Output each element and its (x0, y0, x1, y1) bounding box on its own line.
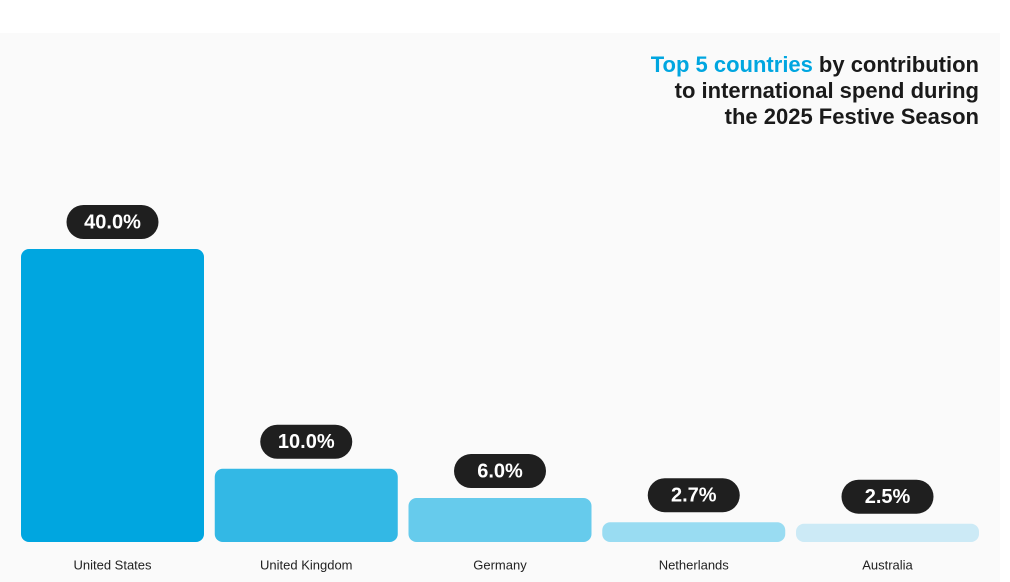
value-label: 40.0% (84, 211, 141, 233)
x-tick-label: Australia (862, 557, 913, 572)
value-label: 2.5% (865, 486, 911, 508)
x-tick-label: United States (73, 557, 152, 572)
bar (796, 523, 979, 542)
title-line: the 2025 Festive Season (725, 104, 979, 129)
bar (214, 468, 398, 542)
x-tick-label: Netherlands (659, 557, 730, 572)
value-pill (841, 479, 934, 514)
value-pill (454, 454, 546, 489)
value-pill (260, 424, 353, 459)
title-highlight: Top 5 countries (651, 52, 813, 77)
title-line: to international spend during (675, 78, 979, 103)
value-label: 10.0% (278, 431, 335, 453)
value-label: 6.0% (477, 460, 523, 482)
bar (602, 522, 786, 542)
value-label: 2.7% (671, 485, 717, 507)
x-tick-label: Germany (473, 557, 527, 572)
bar (21, 249, 204, 542)
chart-title: Top 5 countries by contribution (651, 52, 979, 77)
bar (408, 498, 592, 542)
x-tick-label: United Kingdom (260, 557, 353, 572)
title-line: by contribution (819, 52, 979, 77)
value-pill (66, 205, 159, 239)
value-pill (647, 478, 740, 513)
